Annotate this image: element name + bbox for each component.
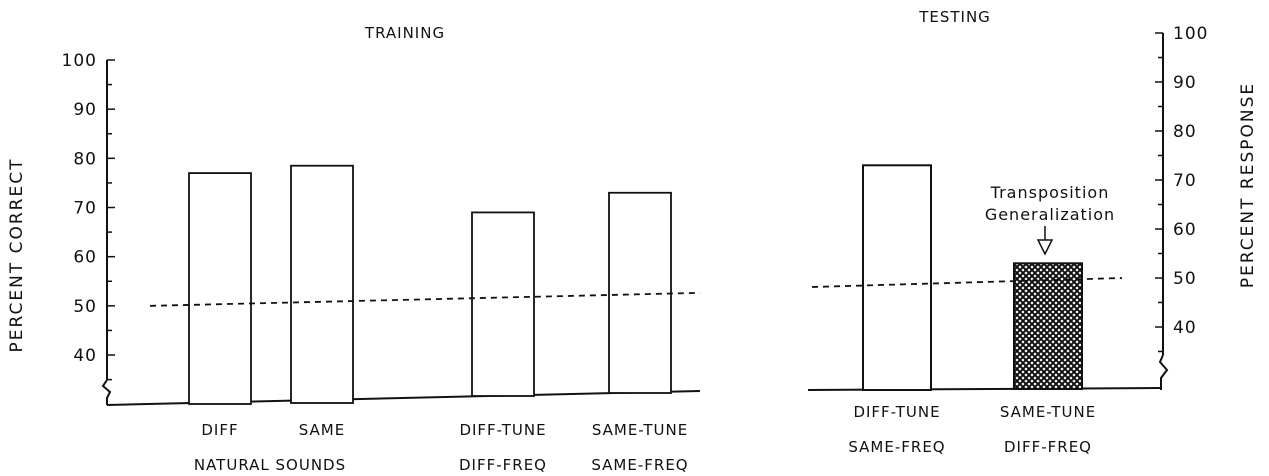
y-tick-label-right: 100: [1173, 24, 1208, 44]
x-label-right-1-0: SAME-TUNE: [1000, 403, 1096, 421]
y-tick-label-right: 40: [1173, 318, 1197, 338]
x-label-left-2-0: DIFF-TUNE: [459, 421, 546, 439]
y-tick-label-right: 90: [1173, 73, 1197, 93]
y-tick-label-left: 70: [73, 199, 97, 219]
x-label-left-3-1: SAME-FREQ: [591, 456, 688, 474]
y-tick-label-right: 60: [1173, 220, 1197, 240]
y-tick-label-right: 50: [1173, 269, 1197, 289]
bar-left-1: [290, 164, 354, 404]
annotation-line-2: Generalization: [985, 205, 1115, 224]
y-ticks-left: 40 50 60 70 80 90 100: [62, 51, 115, 381]
y-tick-label-right: 70: [1173, 171, 1197, 191]
y-tick-label-left: 80: [73, 149, 97, 169]
panel-title-testing: TESTING: [918, 8, 991, 26]
bars-right: [862, 164, 1083, 391]
x-label-left-3-0: SAME-TUNE: [592, 421, 688, 439]
bar-right-1: [1013, 262, 1083, 390]
annotation-arrow-head: [1036, 239, 1054, 256]
axis-break-left: [101, 379, 112, 405]
training-panel: TRAINING PERCENT CORRECT 40 50 60 70 80 90 100…: [7, 24, 701, 474]
chance-line-right: [811, 277, 1123, 288]
bar-left-0: [188, 172, 252, 405]
x-label-left-0-0: DIFF: [201, 421, 238, 439]
y-tick-label-left: 90: [73, 100, 97, 120]
x-axis-line-right: [807, 387, 1162, 391]
y-tick-label-right: 80: [1173, 122, 1197, 142]
x-label-right-1-1: DIFF-FREQ: [1004, 438, 1092, 456]
annotation-transposition: Transposition Generalization: [985, 183, 1115, 256]
y-tick-label-left: 50: [73, 297, 97, 317]
y-tick-label-left: 40: [73, 346, 97, 366]
y-axis-title-left: PERCENT CORRECT: [7, 158, 27, 353]
x-label-left-2-1: DIFF-FREQ: [459, 456, 547, 474]
bars-left: [188, 164, 672, 405]
bar-right-0: [862, 164, 932, 391]
x-label-right-0-1: SAME-FREQ: [848, 438, 945, 456]
annotation-line-1: Transposition: [990, 183, 1110, 202]
x-labels-right: DIFF-TUNE SAME-FREQ SAME-TUNE DIFF-FREQ: [848, 403, 1096, 456]
y-ticks-right: 40 50 60 70 80 90 100: [1155, 24, 1208, 353]
axis-break-right: [1158, 354, 1169, 390]
x-label-right-0-0: DIFF-TUNE: [853, 403, 940, 421]
bar-left-2: [471, 211, 535, 397]
x-label-left-1-0: SAME: [299, 421, 345, 439]
y-tick-label-left: 60: [73, 248, 97, 268]
testing-panel: TESTING PERCENT RESPONSE 40 50 60 70 80 90 100…: [807, 8, 1258, 456]
panel-title-training: TRAINING: [364, 24, 445, 42]
x-labels-left: DIFF SAME DIFF-TUNE DIFF-FREQ SAME-TUNE SAME-…: [201, 421, 688, 474]
y-axis-title-right: PERCENT RESPONSE: [1238, 82, 1258, 288]
chance-line-left: [149, 291, 701, 307]
y-tick-label-left: 100: [62, 51, 97, 71]
group-label-natural-sounds: NATURAL SOUNDS: [194, 456, 346, 474]
